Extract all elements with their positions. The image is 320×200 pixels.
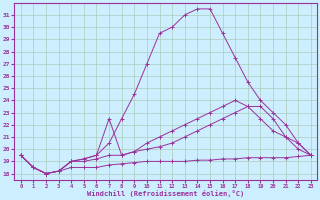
X-axis label: Windchill (Refroidissement éolien,°C): Windchill (Refroidissement éolien,°C) <box>87 190 244 197</box>
